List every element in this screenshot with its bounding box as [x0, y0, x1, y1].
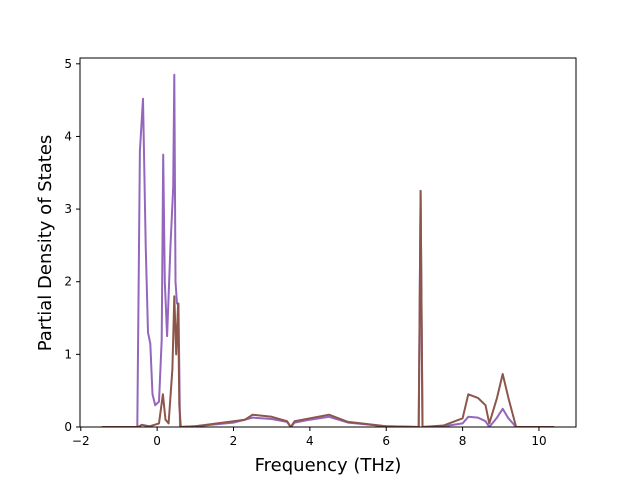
x-tick-label: 10 — [531, 434, 546, 448]
x-tick-label: 0 — [153, 434, 161, 448]
y-tick-label: 3 — [64, 202, 72, 216]
y-tick-label: 5 — [64, 57, 72, 71]
y-tick-label: 0 — [64, 420, 72, 434]
series-line-purple — [101, 73, 555, 427]
x-tick-label: 2 — [230, 434, 238, 448]
series-line-brown — [101, 189, 555, 427]
x-tick-label: 4 — [306, 434, 314, 448]
axes-frame — [79, 57, 577, 428]
y-tick-label: 4 — [64, 129, 72, 143]
x-tick-label: 8 — [459, 434, 467, 448]
x-tick-label: −2 — [72, 434, 90, 448]
x-axis-label: Frequency (THz) — [255, 455, 402, 476]
y-axis-label: Partial Density of States — [35, 135, 56, 352]
x-tick-label: 6 — [382, 434, 390, 448]
y-tick-label: 2 — [64, 275, 72, 289]
y-tick-label: 1 — [64, 347, 72, 361]
